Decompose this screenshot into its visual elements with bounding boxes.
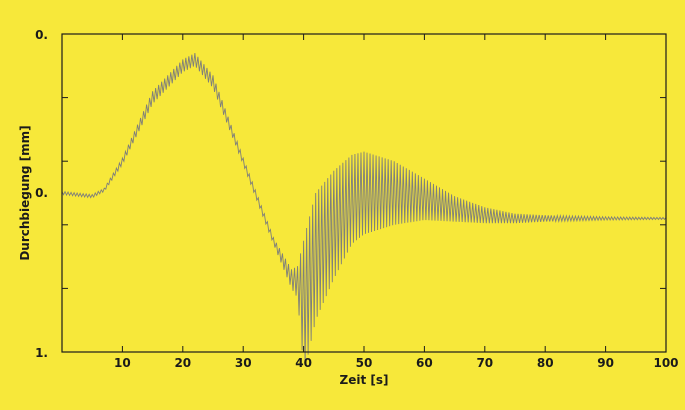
x-tick-label: 70: [476, 356, 493, 370]
series-line-0: [61, 53, 667, 365]
x-tick-label: 50: [356, 356, 373, 370]
series-layer: [61, 53, 667, 365]
ticks-layer: [62, 33, 667, 353]
y-axis-label: Durchbiegung [mm]: [18, 125, 32, 260]
x-tick-label: 60: [416, 356, 433, 370]
x-tick-label: 90: [597, 356, 614, 370]
x-axis-label: Zeit [s]: [340, 373, 389, 387]
labels-layer: 10 20 30 40 50 60 70 80 90 100 0. 0. 1.: [35, 28, 678, 370]
x-tick-label: 30: [235, 356, 252, 370]
x-tick-label: 80: [537, 356, 554, 370]
x-tick-label: 10: [114, 356, 131, 370]
x-tick-label: 40: [295, 356, 312, 370]
x-tick-label: 20: [174, 356, 191, 370]
y-tick-label: 0.: [35, 186, 48, 200]
y-tick-label: 1.: [35, 346, 48, 360]
y-tick-label: 0.: [35, 28, 48, 42]
x-tick-label: 100: [653, 356, 678, 370]
